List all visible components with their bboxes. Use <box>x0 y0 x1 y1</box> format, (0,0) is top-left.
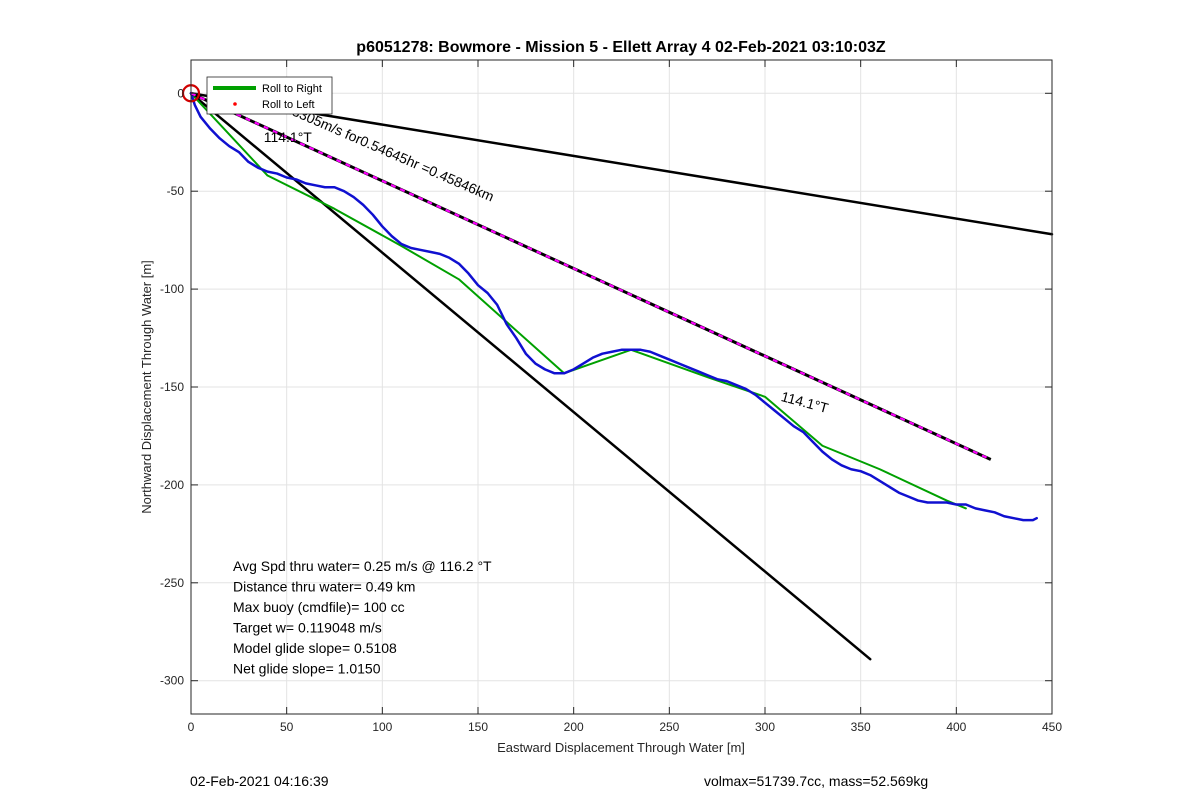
x-tick-label: 50 <box>280 720 294 734</box>
y-tick-label: -250 <box>160 576 184 590</box>
axis-ticks: 0 50 100 150 200 250 300 350 400 450 0 -50 -100 -150 -… <box>160 60 1062 734</box>
stats-line: Model glide slope= 0.5108 <box>233 640 397 656</box>
x-tick-label: 300 <box>755 720 775 734</box>
stats-line: Distance thru water= 0.49 km <box>233 579 415 595</box>
x-tick-label: 450 <box>1042 720 1062 734</box>
series-track <box>189 92 1038 522</box>
y-axis-label: Northward Displacement Through Water [m] <box>139 260 154 514</box>
series-avg-velocity-dashes <box>190 92 992 461</box>
x-tick-label: 250 <box>659 720 679 734</box>
x-axis-label: Eastward Displacement Through Water [m] <box>497 740 745 755</box>
x-tick-label: 200 <box>564 720 584 734</box>
legend-label-roll-right: Roll to Right <box>262 83 322 95</box>
y-tick-label: 0 <box>177 86 184 100</box>
series-upper-heading-line <box>189 92 1054 236</box>
x-tick-label: 350 <box>851 720 871 734</box>
y-tick-label: -200 <box>160 478 184 492</box>
x-tick-label: 400 <box>946 720 966 734</box>
series-layer <box>181 84 1054 661</box>
legend-box <box>206 76 333 115</box>
y-tick-label: -100 <box>160 282 184 296</box>
y-tick-label: -50 <box>167 184 185 198</box>
y-tick-label: -300 <box>160 674 184 688</box>
stats-line: Net glide slope= 1.0150 <box>233 661 381 677</box>
footer-summary: volmax=51739.7cc, mass=52.569kg <box>704 773 929 789</box>
x-tick-label: 150 <box>468 720 488 734</box>
series-heading-line-114 <box>189 92 872 661</box>
legend: Roll to Right Roll to Left <box>206 76 333 115</box>
footer-timestamp: 02-Feb-2021 04:16:39 <box>190 773 329 789</box>
legend-label-roll-left: Roll to Left <box>262 99 315 111</box>
x-tick-label: 0 <box>188 720 195 734</box>
stats-block: Avg Spd thru water= 0.25 m/s @ 116.2 °T D… <box>233 558 492 677</box>
stats-line: Target w= 0.119048 m/s <box>233 620 382 636</box>
x-tick-label: 100 <box>372 720 392 734</box>
y-tick-label: -150 <box>160 380 184 394</box>
legend-swatch-roll-left <box>233 102 237 106</box>
annotation-heading1: 114.1°T <box>264 129 313 145</box>
chart-title: p6051278: Bowmore - Mission 5 - Ellett A… <box>356 39 886 56</box>
stats-line: Max buoy (cmdfile)= 100 cc <box>233 599 405 615</box>
stats-line: Avg Spd thru water= 0.25 m/s @ 116.2 °T <box>233 558 492 574</box>
